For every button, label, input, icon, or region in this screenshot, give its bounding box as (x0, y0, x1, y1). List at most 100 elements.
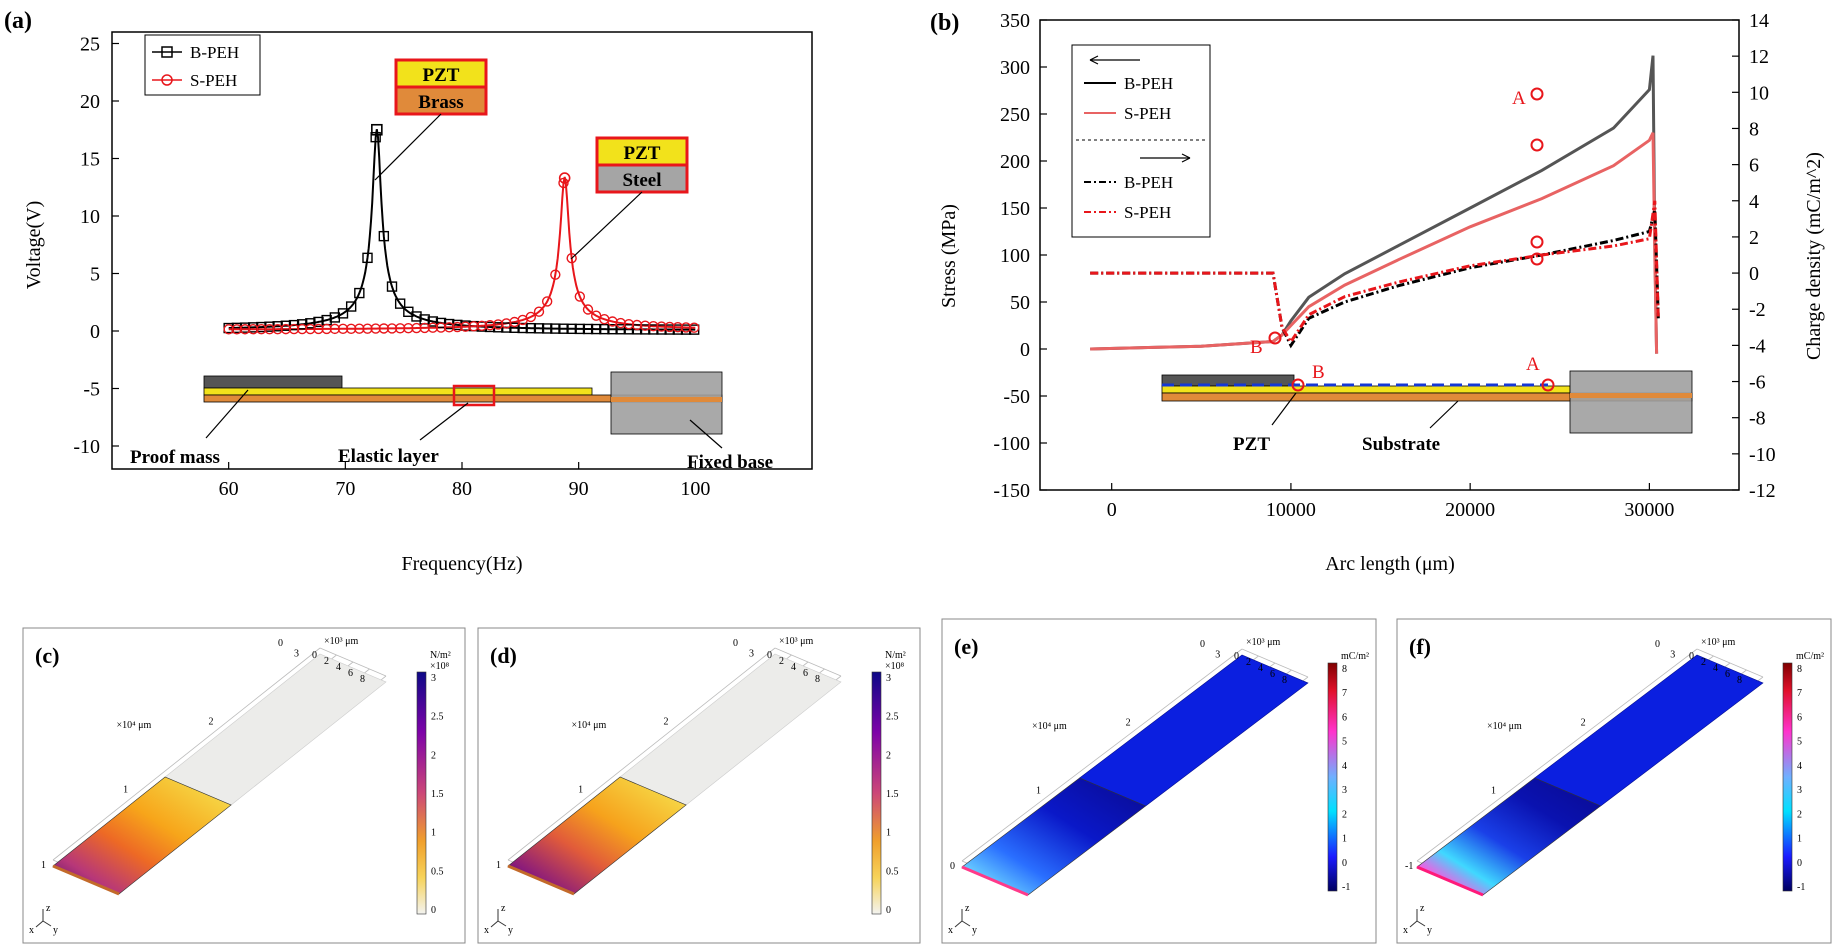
data-point-speh (305, 323, 316, 335)
data-point-bpeh (370, 131, 381, 143)
axis-triad-y (961, 920, 971, 927)
colorbar-tick-label: 2 (431, 750, 436, 761)
short-axis-unit: ×10³ μm (1246, 637, 1280, 648)
panel-a-label: (a) (4, 8, 32, 34)
panel-label: (c) (35, 643, 59, 668)
bounding-grid-line (1241, 648, 1309, 678)
substrate-leader (1429, 400, 1459, 429)
data-point-speh (264, 323, 275, 335)
colorbar-tick-label: 2 (886, 750, 891, 761)
panel-label: (f) (1409, 634, 1431, 659)
x-tick-label: 60 (219, 478, 239, 500)
data-point-speh (337, 323, 349, 335)
bounding-grid-line (774, 647, 842, 677)
data-point-speh (239, 324, 251, 335)
long-axis-tick-label: 0 (950, 861, 955, 872)
data-point-speh (443, 322, 455, 333)
data-point-bpeh (566, 323, 577, 335)
colorbar (416, 671, 427, 915)
colorbar-exponent: ×10⁸ (885, 661, 905, 672)
panel-a: (a) -10 -5 0 5 10 15 20 25 60 70 80 90 100 Voltage(… (4, 8, 813, 575)
colorbar-tick-label: 7 (1342, 688, 1347, 699)
data-point-speh (386, 323, 398, 334)
y-tick-label: 5 (90, 264, 100, 286)
axis-triad-label-y: y (508, 925, 513, 936)
y2-tick-label: 0 (1749, 263, 1759, 285)
fixed-base-layer (611, 397, 722, 402)
data-point-speh (223, 324, 234, 335)
colorbar-tick-label: 6 (1342, 712, 1347, 723)
colorbar-tick-label: 0.5 (431, 866, 444, 877)
legend-bpeh-dash-label: B-PEH (1124, 173, 1173, 192)
legend-frame (1071, 44, 1211, 238)
y2-tick-label: 4 (1749, 191, 1759, 213)
short-axis-tick-label: 0 (1200, 639, 1205, 650)
elastic-layer-label: Elastic layer (338, 446, 439, 467)
y-tick-label: 250 (1000, 104, 1030, 126)
colorbar-tick-label: 8 (1342, 664, 1347, 675)
panel-a-y-axis-label: Voltage(V) (23, 201, 45, 290)
callout-steel-pzt-text: PZT (624, 143, 661, 164)
data-point-speh (435, 322, 447, 333)
data-point-bpeh (345, 301, 357, 312)
colorbar-tick-label: 4 (1797, 761, 1802, 772)
bounding-grid-line (961, 648, 1243, 862)
colorbar-unit: N/m² (430, 650, 451, 661)
long-axis-tick-label: 1 (41, 860, 46, 871)
data-point-speh (272, 323, 283, 335)
data-point-speh (419, 322, 430, 334)
plate-edge (961, 865, 1029, 897)
legend-speh-solid-label: S-PEH (1124, 104, 1171, 123)
data-point-speh (256, 324, 267, 335)
panel-b-points: A B (1250, 87, 1544, 358)
data-point-speh (452, 321, 463, 333)
short-axis-tick-label: 6 (348, 668, 353, 679)
data-point-speh (541, 296, 553, 307)
bounding-grid-line (319, 647, 387, 677)
short-axis-tick-label: 0 (312, 650, 317, 661)
y2-tick-label: 12 (1749, 46, 1769, 68)
colorbar-tick-label: 3 (1342, 785, 1347, 796)
data-point-speh (566, 252, 577, 264)
colorbar-tick-label: 5 (1797, 737, 1802, 748)
y-tick-label: 0 (90, 321, 100, 343)
pzt-label: PZT (1233, 434, 1270, 455)
plate-edge (1416, 865, 1484, 897)
short-axis-tick-label: 2 (779, 656, 784, 667)
short-axis-tick-label: 2 (1701, 657, 1706, 668)
callout-steel: PZT Steel (570, 136, 689, 260)
panel-b-y2-axis-label: Charge density (mC/m^2) (1803, 152, 1825, 360)
data-point-speh (231, 324, 243, 335)
data-point-speh (623, 318, 635, 330)
data-point-speh (411, 322, 422, 334)
x-tick-label: 20000 (1445, 499, 1495, 521)
bounding-grid-line (52, 647, 321, 861)
colorbar-tick-label: 1.5 (431, 789, 444, 800)
short-axis-tick-label: 0 (278, 638, 283, 649)
pzt-leader (1271, 392, 1297, 426)
legend-speh-label: S-PEH (190, 71, 237, 90)
long-axis-unit: ×10⁴ μm (572, 720, 607, 731)
callout-brass-pzt-text: PZT (423, 65, 460, 86)
colorbar-tick-label: 0 (886, 905, 891, 916)
y2-tick-label: -6 (1749, 372, 1766, 394)
short-axis-tick-label: 6 (1270, 669, 1275, 680)
short-axis-tick-label: 4 (791, 662, 796, 673)
data-point-speh (427, 322, 439, 333)
data-point-bpeh (354, 287, 365, 299)
data-point-speh (631, 319, 643, 331)
panel-b-x-axis-label: Arc length (μm) (1325, 553, 1455, 575)
axis-triad-label-x: x (29, 925, 34, 936)
legend-bpeh-label: B-PEH (190, 43, 239, 62)
data-point-speh (313, 323, 324, 335)
colorbar (1782, 662, 1793, 892)
y-tick-label: -150 (993, 480, 1030, 502)
axis-triad-x (490, 920, 499, 928)
short-axis-tick-label: 2 (1246, 657, 1251, 668)
data-point-speh (525, 311, 537, 323)
data-point-speh (664, 321, 675, 333)
fixed-base-label: Fixed base (687, 452, 773, 473)
data-point-bpeh (305, 318, 316, 329)
